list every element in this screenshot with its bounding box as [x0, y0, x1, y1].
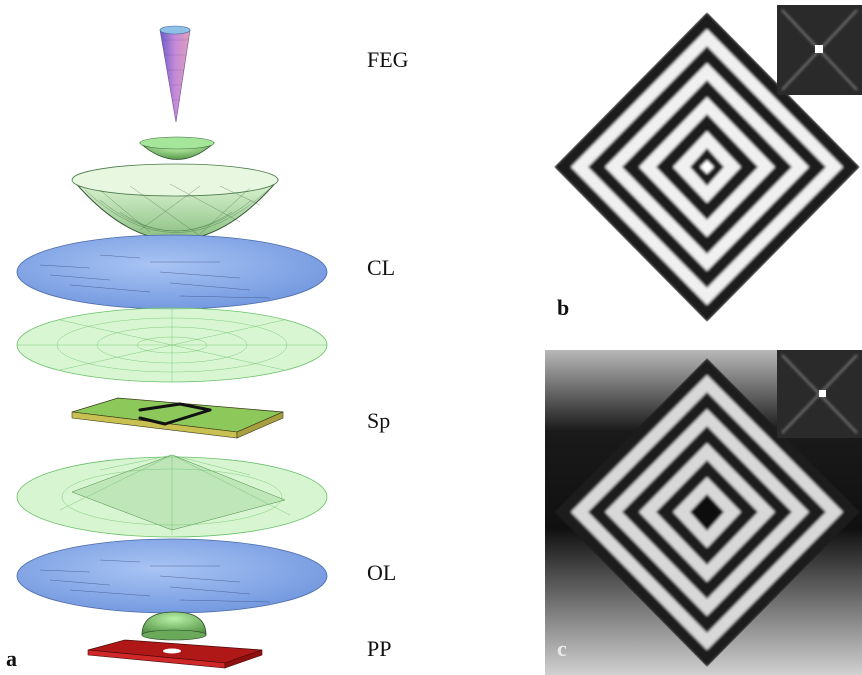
wireframe-plane-upper — [16, 307, 328, 383]
panel-letter-b: b — [557, 295, 570, 320]
pattern-c — [545, 350, 862, 675]
specimen-plate — [71, 397, 284, 439]
phase-plate — [87, 639, 263, 669]
panel-letter-a: a — [6, 646, 17, 671]
label-cl: CL — [367, 255, 396, 280]
pattern-b-inset — [777, 5, 862, 95]
label-pp: PP — [367, 636, 392, 661]
objective-small-lens — [141, 611, 207, 641]
pattern-c-inset — [777, 350, 862, 438]
wireframe-plane-lower — [16, 454, 328, 538]
condenser-small-lens — [138, 136, 216, 160]
label-feg: FEG — [367, 47, 409, 72]
pattern-b — [554, 5, 862, 322]
objective-lens-disk — [16, 538, 328, 614]
panel-letter-c: c — [557, 636, 567, 661]
condenser-lens-disk — [16, 234, 328, 310]
feg-tip — [159, 25, 191, 123]
microscope-column — [16, 25, 328, 669]
condenser-bowl — [71, 163, 280, 241]
label-sp: Sp — [367, 408, 391, 433]
label-ol: OL — [367, 560, 397, 585]
